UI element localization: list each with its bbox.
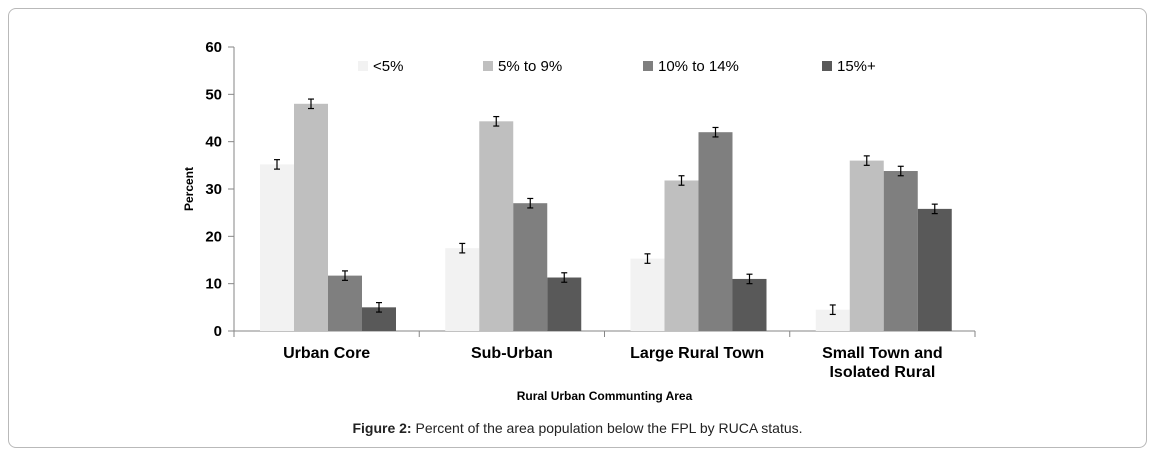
bar bbox=[547, 277, 582, 331]
caption-text: Percent of the area population below the… bbox=[411, 420, 803, 436]
y-tick-label: 60 bbox=[205, 39, 222, 56]
figure-frame bbox=[8, 8, 1147, 448]
x-category-label: Large Rural Town bbox=[630, 345, 764, 362]
figure-caption: Figure 2: Percent of the area population… bbox=[0, 420, 1155, 436]
caption-label: Figure 2: bbox=[352, 420, 412, 436]
y-tick-label: 20 bbox=[205, 228, 222, 245]
legend-label: 15%+ bbox=[837, 58, 876, 75]
bar bbox=[445, 248, 480, 331]
legend-swatch bbox=[483, 61, 493, 71]
bar bbox=[630, 258, 665, 331]
bar bbox=[883, 171, 918, 331]
bar bbox=[328, 275, 362, 331]
legend-label: 5% to 9% bbox=[498, 58, 562, 75]
y-tick-label: 0 bbox=[214, 323, 222, 340]
x-category-label: Sub-Urban bbox=[471, 345, 553, 362]
legend-swatch bbox=[643, 61, 653, 71]
x-category-label: Urban Core bbox=[283, 345, 370, 362]
bar bbox=[479, 121, 514, 332]
y-tick-label: 30 bbox=[205, 181, 222, 198]
bar bbox=[294, 103, 328, 331]
legend-label: <5% bbox=[373, 58, 403, 75]
bar bbox=[732, 278, 767, 331]
y-tick-label: 40 bbox=[205, 134, 222, 151]
legend-swatch bbox=[822, 61, 832, 71]
x-category-label: Isolated Rural bbox=[829, 364, 935, 381]
bar bbox=[698, 132, 733, 331]
bar bbox=[362, 307, 396, 331]
y-axis-title: Percent bbox=[182, 167, 196, 211]
y-tick-label: 10 bbox=[205, 276, 222, 293]
bar bbox=[513, 203, 548, 331]
bar bbox=[664, 180, 699, 331]
bar bbox=[260, 164, 294, 331]
x-axis-title: Rural Urban Communting Area bbox=[517, 389, 693, 403]
legend-swatch bbox=[358, 61, 368, 71]
y-tick-label: 50 bbox=[205, 86, 222, 103]
legend-label: 10% to 14% bbox=[658, 58, 739, 75]
bar bbox=[849, 160, 884, 331]
bar bbox=[917, 208, 952, 331]
x-category-label: Small Town and bbox=[822, 345, 943, 362]
bar bbox=[815, 309, 850, 331]
